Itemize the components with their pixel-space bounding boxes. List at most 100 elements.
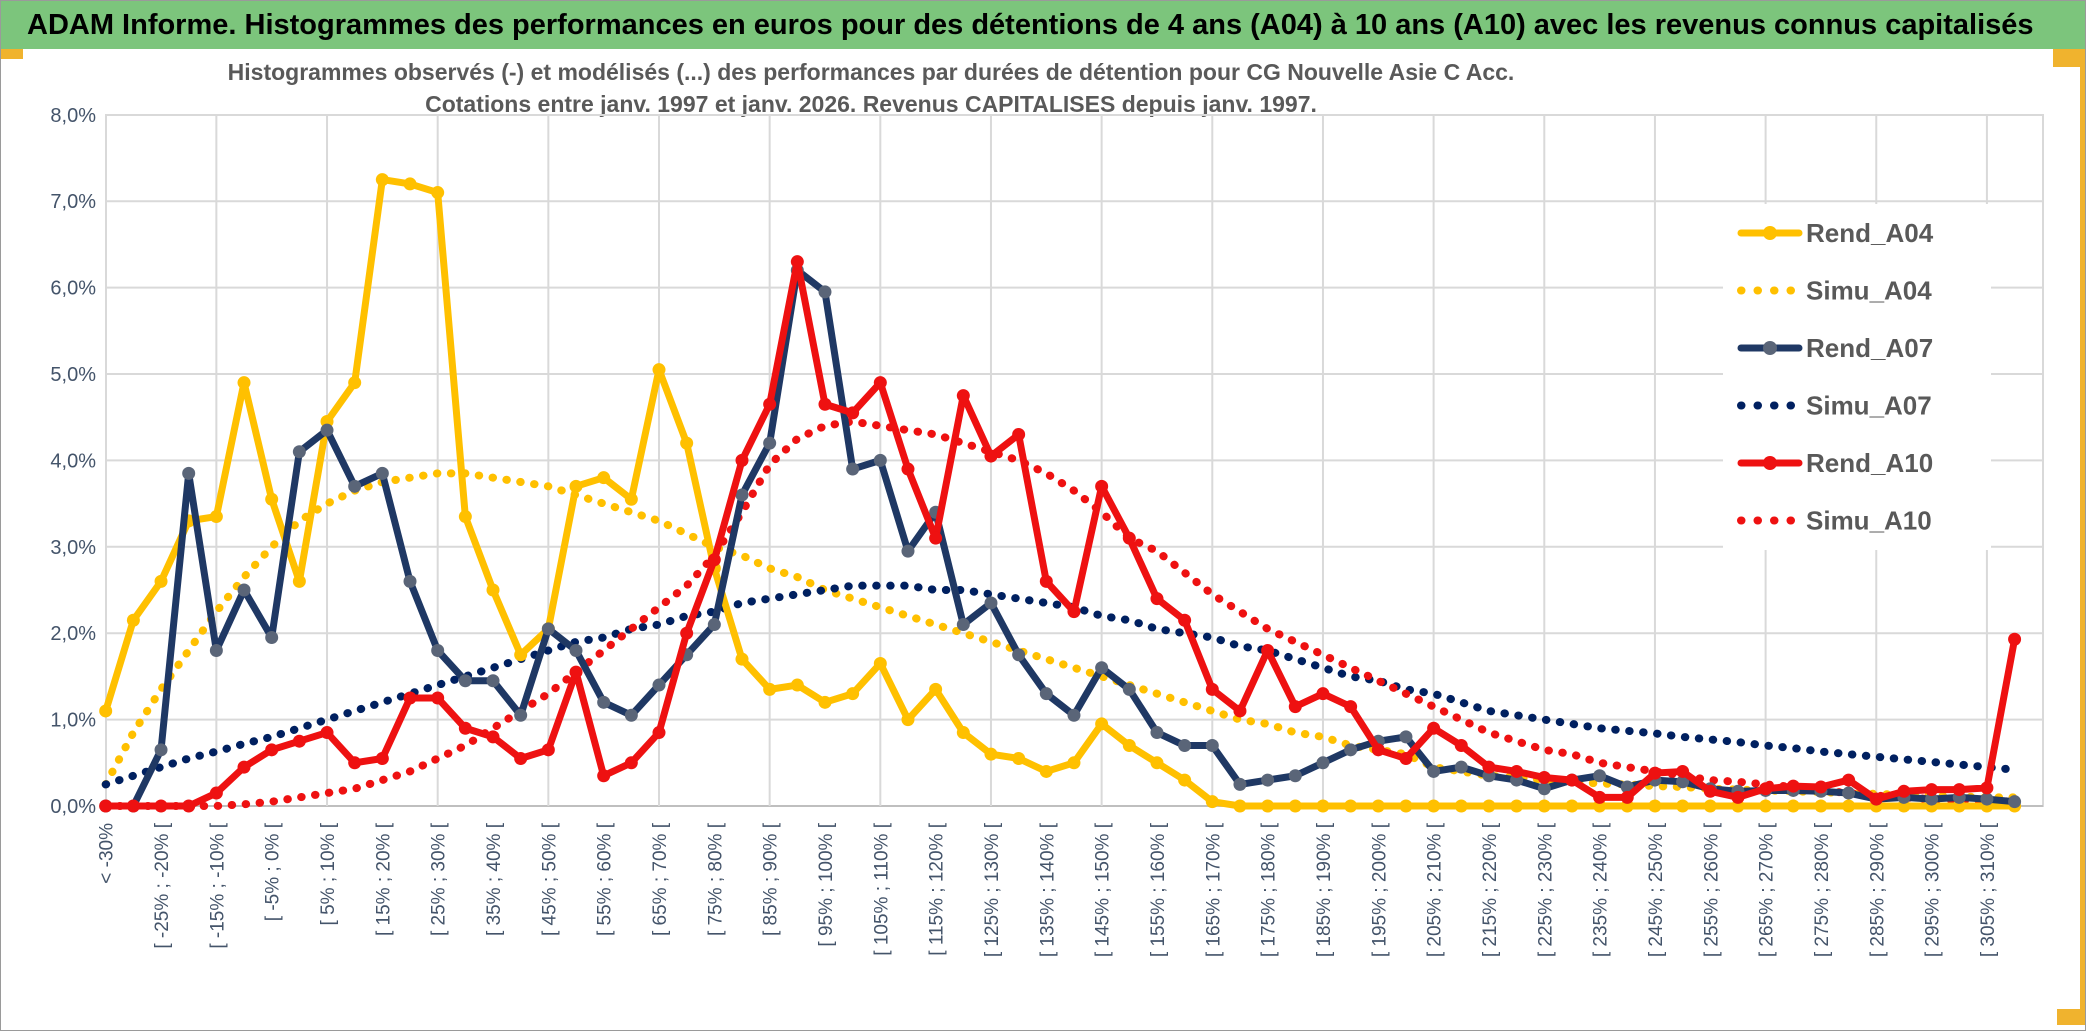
marker-Rend_A07: [403, 574, 417, 588]
marker-Rend_A07: [901, 544, 915, 558]
marker-Rend_A07: [2008, 795, 2022, 809]
marker-Rend_A07: [1344, 743, 1358, 757]
marker-Rend_A10: [1095, 479, 1109, 493]
marker-Rend_A04: [154, 574, 168, 588]
x-tick-label: [ 265% ; 270% [: [1757, 822, 1778, 957]
marker-Rend_A04: [126, 613, 140, 627]
app-header-title: ADAM Informe. Histogrammes des performan…: [27, 8, 2034, 41]
marker-Rend_A10: [541, 743, 555, 757]
x-tick-label: [ 245% ; 250% [: [1646, 822, 1667, 957]
chart-subtitle: Cotations entre janv. 1997 et janv. 2026…: [425, 91, 1317, 117]
marker-Rend_A04: [237, 376, 251, 390]
marker-Rend_A07: [569, 643, 583, 657]
x-tick-label: [ 205% ; 210% [: [1425, 822, 1446, 957]
marker-Rend_A04: [1095, 717, 1109, 731]
marker-Rend_A07: [1537, 782, 1551, 796]
marker-Rend_A10: [1454, 739, 1468, 753]
x-tick-label: [ 185% ; 190% [: [1314, 822, 1335, 957]
legend-item-Simu_A10[interactable]: Simu_A10: [1806, 506, 1932, 536]
marker-Rend_A04: [292, 574, 306, 588]
marker-Rend_A04: [431, 186, 445, 200]
marker-Rend_A10: [929, 531, 943, 545]
legend-item-Rend_A10[interactable]: Rend_A10: [1806, 448, 1933, 478]
x-tick-label: [ 125% ; 130% [: [982, 822, 1003, 957]
x-tick-label: [ 75% ; 80% [: [705, 822, 726, 936]
marker-Rend_A10: [1869, 792, 1883, 806]
marker-Rend_A10: [1537, 770, 1551, 784]
marker-Rend_A10: [901, 462, 915, 476]
x-tick-label: [ 55% ; 60% [: [595, 822, 616, 936]
series-Rend_A04: [102, 176, 2019, 810]
marker-Rend_A04: [790, 678, 804, 692]
x-tick-label: [ 165% ; 170% [: [1203, 822, 1224, 957]
marker-Rend_A04: [1067, 756, 1081, 770]
marker-Rend_A10: [1233, 704, 1247, 718]
marker-Rend_A10: [209, 786, 223, 800]
legend-key-marker-Rend_A04: [1763, 226, 1777, 240]
marker-Rend_A10: [1897, 784, 1911, 798]
marker-Rend_A07: [846, 462, 860, 476]
marker-Rend_A10: [1482, 760, 1496, 774]
x-tick-label: [ 95% ; 100% [: [816, 822, 837, 946]
marker-Rend_A07: [1454, 760, 1468, 774]
marker-Rend_A10: [1399, 751, 1413, 765]
x-tick-label: [ -15% ; -10% [: [207, 822, 228, 948]
marker-Rend_A07: [1842, 786, 1856, 800]
y-tick-label: 3,0%: [50, 537, 96, 559]
marker-Rend_A10: [1593, 790, 1607, 804]
x-tick-label: [ 235% ; 240% [: [1591, 822, 1612, 957]
marker-Rend_A10: [873, 376, 887, 390]
marker-Rend_A10: [1980, 781, 1994, 795]
marker-Rend_A07: [1980, 792, 1994, 806]
marker-Rend_A10: [99, 799, 113, 813]
marker-Rend_A04: [1703, 799, 1717, 813]
marker-Rend_A10: [1676, 764, 1690, 778]
marker-Rend_A04: [1233, 799, 1247, 813]
marker-Rend_A10: [1371, 743, 1385, 757]
marker-Rend_A07: [182, 466, 196, 480]
marker-Rend_A07: [763, 436, 777, 450]
x-tick-label: [ 285% ; 290% [: [1867, 822, 1888, 957]
marker-Rend_A10: [1261, 643, 1275, 657]
x-tick-label: [ 35% ; 40% [: [484, 822, 505, 936]
marker-Rend_A07: [265, 631, 279, 645]
marker-Rend_A10: [1952, 783, 1966, 797]
x-tick-label: [ 145% ; 150% [: [1093, 822, 1114, 957]
marker-Rend_A10: [1122, 531, 1136, 545]
x-tick-label: [ 305% ; 310% [: [1978, 822, 1999, 957]
marker-Rend_A07: [1925, 792, 1939, 806]
x-tick-label: < -30%: [97, 823, 118, 884]
marker-Rend_A07: [348, 479, 362, 493]
marker-Rend_A07: [154, 743, 168, 757]
marker-Rend_A04: [403, 177, 417, 191]
marker-Rend_A10: [984, 449, 998, 463]
marker-Rend_A04: [1454, 799, 1468, 813]
x-tick-label: [ 105% ; 110% [: [871, 822, 892, 955]
x-tick-label: [ 65% ; 70% [: [650, 822, 671, 936]
marker-Rend_A04: [1178, 773, 1192, 787]
y-tick-label: 4,0%: [50, 450, 96, 472]
right-gold-strip: [2080, 49, 2085, 1015]
y-tick-label: 8,0%: [50, 105, 96, 127]
marker-Rend_A10: [680, 626, 694, 640]
marker-Rend_A10: [126, 799, 140, 813]
legend-item-Rend_A04[interactable]: Rend_A04: [1806, 218, 1934, 248]
legend-item-Rend_A07[interactable]: Rend_A07: [1806, 333, 1933, 363]
marker-Rend_A10: [1205, 682, 1219, 696]
marker-Rend_A07: [1205, 739, 1219, 753]
marker-Rend_A07: [956, 618, 970, 632]
legend-item-Simu_A04[interactable]: Simu_A04: [1806, 276, 1932, 306]
marker-Rend_A10: [763, 397, 777, 411]
right-gold-tab-top: [2053, 49, 2085, 67]
marker-Rend_A10: [624, 756, 638, 770]
marker-Rend_A07: [237, 583, 251, 597]
marker-Rend_A04: [265, 492, 279, 506]
marker-Rend_A10: [1565, 773, 1579, 787]
legend-item-Simu_A07[interactable]: Simu_A07: [1806, 391, 1932, 421]
marker-Rend_A04: [486, 583, 500, 597]
marker-Rend_A04: [1150, 756, 1164, 770]
marker-Rend_A10: [707, 553, 721, 567]
y-tick-label: 7,0%: [50, 191, 96, 213]
